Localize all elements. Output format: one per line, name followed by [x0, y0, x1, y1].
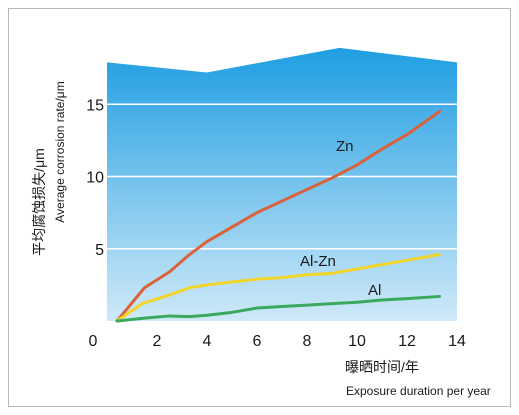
series-lines	[115, 109, 441, 323]
y-axis-title-zh: 平均腐蚀损失/μm	[31, 148, 47, 256]
x-tick-labels: 0 2 4 6 8 10 12 14	[89, 333, 466, 350]
series-label-al: Al	[368, 282, 381, 299]
x-tick-label: 2	[153, 333, 162, 350]
y-tick-label: 15	[86, 97, 104, 114]
x-tick-label: 0	[89, 333, 98, 350]
x-axis-title-en: Exposure duration per year	[346, 384, 491, 398]
series-line-al	[115, 294, 441, 323]
x-tick-label: 8	[303, 333, 312, 350]
series-label-al-zn: Al-Zn	[300, 253, 336, 270]
series-label-zn: Zn	[336, 138, 354, 155]
plot-background	[107, 47, 457, 322]
series-line-al-zn	[115, 253, 441, 323]
series-line-zn	[115, 109, 441, 323]
y-tick-label: 10	[86, 170, 104, 187]
x-axis-title-zh: 曝晒时间/年	[345, 359, 419, 375]
x-tick-label: 14	[448, 333, 466, 350]
y-tick-labels: 5 10 15	[86, 97, 104, 259]
x-tick-label: 6	[253, 333, 262, 350]
y-axis-title-en: Average corrosion rate/μm	[53, 81, 67, 222]
x-tick-label: 12	[398, 333, 416, 350]
x-tick-label: 4	[203, 333, 212, 350]
y-tick-label: 5	[95, 242, 104, 259]
gridlines	[107, 103, 457, 250]
x-tick-label: 10	[348, 333, 366, 350]
